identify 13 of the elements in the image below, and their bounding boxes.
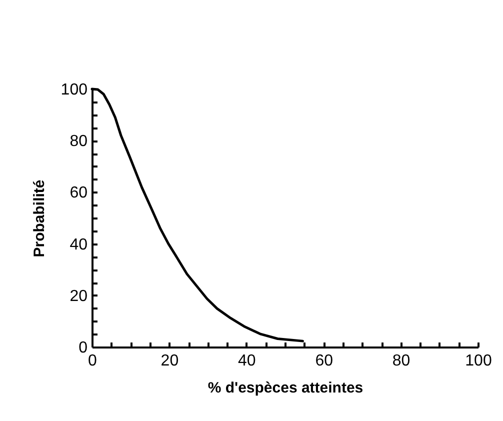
y-tick-label: 80: [70, 133, 88, 150]
y-axis-title: Probabilité: [30, 180, 48, 258]
x-tick-label: 40: [238, 352, 256, 370]
y-tick-label: 40: [70, 236, 88, 254]
x-tick-label: 20: [160, 352, 179, 370]
y-tick-label: 20: [70, 288, 88, 305]
y-tick-label: 100: [60, 82, 88, 98]
x-axis-title: % d'espèces atteintes: [208, 380, 364, 396]
y-tick-label: 0: [78, 340, 88, 356]
x-tick-label: 80: [392, 352, 410, 370]
x-tick-label: 100: [465, 352, 492, 370]
y-tick-label: 60: [70, 184, 88, 202]
x-tick-label: 60: [315, 352, 334, 370]
